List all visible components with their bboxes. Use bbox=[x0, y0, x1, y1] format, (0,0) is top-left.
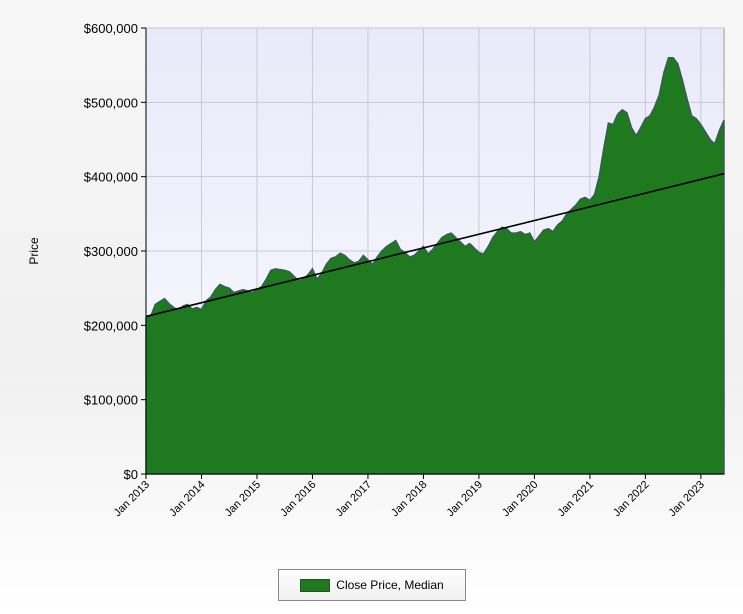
y-tick-label: $500,000 bbox=[84, 95, 138, 110]
x-tick-label: Jan 2022 bbox=[611, 479, 651, 519]
x-tick-label: Jan 2021 bbox=[556, 479, 596, 519]
y-axis-tick-labels: $0 $100,000 $200,000 $300,000 $400,000 $500,0… bbox=[84, 21, 138, 482]
x-tick-label: Jan 2018 bbox=[389, 479, 429, 519]
legend-label: Close Price, Median bbox=[336, 578, 444, 592]
axes bbox=[141, 27, 724, 479]
x-tick-label: Jan 2016 bbox=[278, 479, 318, 519]
y-tick-label: $400,000 bbox=[84, 170, 138, 185]
y-tick-label: $100,000 bbox=[84, 393, 138, 408]
x-tick-label: Jan 2019 bbox=[445, 479, 485, 519]
x-axis-tick-labels: Jan 2013 Jan 2014 Jan 2015 Jan 2016 Jan 2017… bbox=[112, 479, 707, 519]
x-tick-label: Jan 2017 bbox=[334, 479, 374, 519]
series-area-close-price-median bbox=[145, 56, 725, 475]
x-tick-label: Jan 2015 bbox=[223, 479, 263, 519]
legend: Close Price, Median bbox=[278, 569, 466, 601]
y-tick-label: $600,000 bbox=[84, 21, 138, 36]
x-tick-label: Jan 2023 bbox=[667, 479, 707, 519]
trend-line bbox=[145, 172, 725, 318]
y-tick-label: $200,000 bbox=[84, 318, 138, 333]
y-axis-title: Price bbox=[27, 237, 41, 265]
x-tick-label: Jan 2014 bbox=[167, 479, 207, 519]
x-tick-label: Jan 2013 bbox=[112, 479, 152, 519]
y-tick-label: $0 bbox=[124, 467, 138, 482]
y-tick-label: $300,000 bbox=[84, 244, 138, 259]
x-tick-label: Jan 2020 bbox=[500, 479, 540, 519]
legend-swatch bbox=[300, 578, 331, 592]
